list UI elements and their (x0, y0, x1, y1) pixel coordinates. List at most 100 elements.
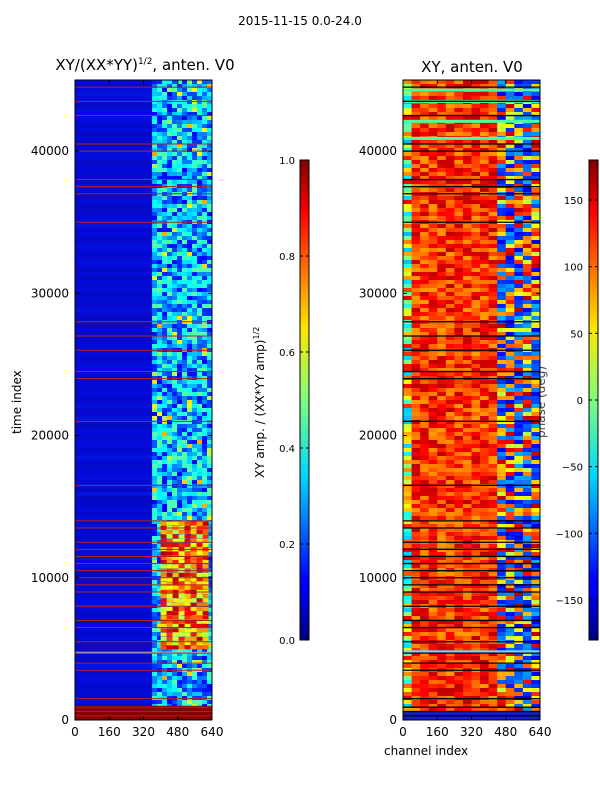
heatmap-cell (403, 504, 413, 509)
heatmap-cell (462, 296, 472, 301)
heatmap-cell (207, 288, 212, 293)
heatmap-cell (480, 288, 490, 293)
heatmap-cell (445, 440, 455, 445)
heatmap-cell (162, 324, 168, 329)
heatmap-cell (420, 500, 430, 505)
heatmap-cell (428, 508, 438, 513)
heatmap-cell (522, 164, 532, 169)
heatmap-cell (177, 468, 183, 473)
heatmap-cell (157, 620, 163, 625)
heatmap-cell (403, 664, 413, 669)
heatmap-cell (420, 264, 430, 269)
heatmap-cell (445, 340, 455, 345)
heatmap-cell (445, 224, 455, 229)
heatmap-cell (437, 208, 447, 213)
heatmap-cell (437, 484, 447, 489)
heatmap-cell (172, 276, 178, 281)
heatmap-cell (462, 292, 472, 297)
heatmap-cell (177, 408, 183, 413)
heatmap-cell (167, 432, 173, 437)
heatmap-cell (488, 528, 498, 533)
heatmap-cell (207, 572, 212, 577)
heatmap-cell (75, 692, 163, 696)
heatmap-cell (531, 488, 540, 493)
heatmap-cell (403, 512, 413, 517)
heatmap-cell (177, 680, 183, 685)
heatmap-cell (420, 212, 430, 217)
heatmap-cell (505, 680, 515, 685)
heatmap-cell (403, 268, 413, 273)
heatmap-cell (202, 488, 208, 493)
heatmap-cell (471, 432, 481, 437)
heatmap-cell (207, 152, 212, 157)
heatmap-cell (196, 585, 203, 590)
heatmap-cell (411, 616, 421, 621)
heatmap-cell (197, 140, 203, 145)
heatmap-cell (488, 684, 498, 689)
heatmap-cell (187, 276, 193, 281)
heatmap-cell (437, 424, 447, 429)
heatmap-cell (462, 532, 472, 537)
heatmap-cell (497, 412, 507, 417)
heatmap-cell (152, 672, 158, 677)
heatmap-cell (497, 468, 507, 473)
heatmap-cell (157, 416, 163, 421)
heatmap-cell (75, 268, 163, 272)
heatmap-cell (207, 600, 212, 605)
heatmap-cell (167, 240, 173, 245)
heatmap-cell (197, 144, 203, 149)
heatmap-cell (403, 176, 413, 181)
heatmap-cell (488, 160, 498, 165)
heatmap-cell (480, 372, 490, 377)
heatmap-cell (172, 232, 178, 237)
heatmap-cell (403, 204, 413, 209)
heatmap-cell (462, 80, 472, 85)
heatmap-cell (162, 180, 168, 185)
heatmap-cell (178, 577, 185, 582)
heatmap-cell (522, 392, 532, 397)
heatmap-cell (177, 492, 183, 497)
heatmap-cell (202, 256, 208, 261)
heatmap-cell (182, 268, 188, 273)
heatmap-cell (403, 672, 413, 677)
heatmap-cell (192, 228, 198, 233)
heatmap-cell (437, 708, 447, 713)
heatmap-cell (514, 356, 524, 361)
heatmap-cell (497, 256, 507, 261)
heatmap-cell (162, 660, 168, 665)
heatmap-cell (420, 272, 430, 277)
heatmap-cell (471, 452, 481, 457)
heatmap-cell (488, 212, 498, 217)
heatmap-cell (75, 488, 163, 492)
heatmap-cell (403, 632, 413, 637)
heatmap-cell (167, 444, 173, 449)
heatmap-cell (403, 692, 413, 697)
heatmap-cell (531, 164, 540, 169)
heatmap-cell (428, 652, 438, 657)
heatmap-cell (437, 256, 447, 261)
heatmap-cell (187, 100, 193, 105)
heatmap-cell (437, 400, 447, 405)
heatmap-cell (190, 636, 197, 641)
heatmap-cell (167, 300, 173, 305)
heatmap-cell (157, 80, 163, 85)
heatmap-cell (411, 536, 421, 541)
heatmap-cell (177, 284, 183, 289)
heatmap-cell (454, 212, 464, 217)
heatmap-cell (207, 556, 212, 561)
heatmap-cell (497, 488, 507, 493)
heatmap-cell (411, 412, 421, 417)
heatmap-cell (177, 328, 183, 333)
heatmap-cell (75, 580, 163, 584)
heatmap-cell (187, 96, 193, 101)
heatmap-cell (411, 608, 421, 613)
heatmap-cell (522, 104, 532, 109)
heatmap-cell (207, 164, 212, 169)
heatmap-cell (152, 448, 158, 453)
heatmap-cell (531, 592, 540, 597)
heatmap-cell (167, 248, 173, 253)
heatmap-cell (192, 700, 198, 705)
heatmap-cell (192, 116, 198, 121)
heatmap-cell (437, 624, 447, 629)
heatmap-cell (182, 284, 188, 289)
